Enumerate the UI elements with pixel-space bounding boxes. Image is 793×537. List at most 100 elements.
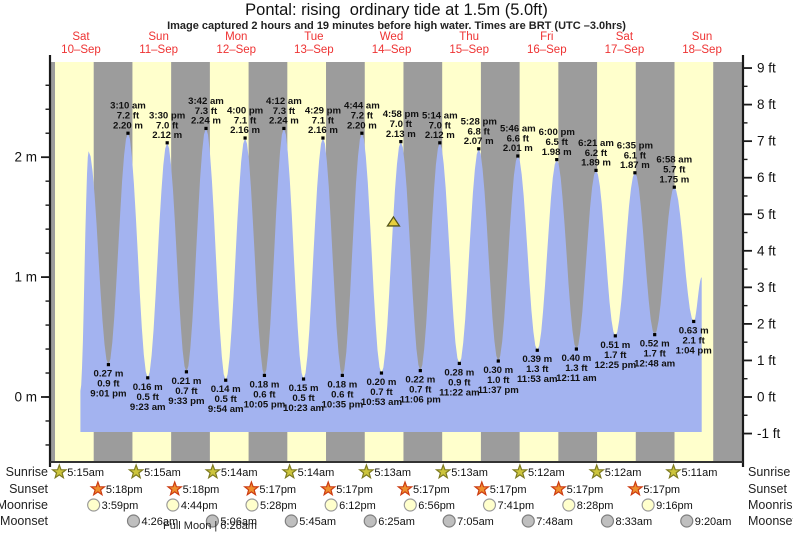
astro-time-label: 5:17pm	[413, 484, 450, 496]
high-tide-annotation: 4:12 am	[266, 96, 302, 107]
moonset-icon	[521, 514, 535, 528]
now-marker-triangle	[386, 215, 401, 227]
high-tide-annotation: 7.0 ft	[390, 119, 413, 130]
high-tide-annotation: 4:29 pm	[305, 106, 341, 117]
high-tide-annotation: 6:35 pm	[617, 140, 653, 151]
high-tide-annotation: 5.7 ft	[663, 165, 686, 176]
low-tide-annotation: 0.30 m	[483, 365, 513, 376]
moonset-icon	[680, 514, 694, 528]
high-tide-annotation: 1.87 m	[620, 160, 650, 171]
high-tide-annotation: 6.2 ft	[585, 148, 608, 159]
tide-extreme-dot	[379, 371, 384, 375]
low-tide-annotation: 0.27 m	[93, 369, 123, 380]
tide-extreme-dot	[399, 140, 403, 144]
astro-time-label: 3:59pm	[102, 500, 139, 512]
low-tide-annotation: 0.21 m	[171, 376, 201, 387]
astro-time-label: 7:05am	[457, 516, 494, 528]
tide-annotations-group: 0.27 m0.9 ft9:01 pm3:10 am7.2 ft2.20 m0.…	[90, 96, 712, 415]
low-tide-annotation: 10:53 am	[361, 397, 402, 408]
high-tide-annotation: 7.2 ft	[117, 111, 140, 122]
astro-time-label: 5:13am	[374, 467, 411, 479]
day-date-label: 12–Sep	[216, 44, 256, 56]
tide-extreme-dot	[457, 361, 461, 366]
low-tide-annotation: 11:06 pm	[400, 395, 441, 406]
astro-row-label-left: Sunset	[9, 482, 48, 496]
tide-extreme-dot	[594, 168, 598, 172]
high-tide-annotation: 5:46 am	[500, 124, 536, 135]
sunset-icon	[89, 480, 107, 497]
astro-row-label-left: Moonrise	[0, 498, 48, 512]
astro-time-label: 5:17pm	[259, 484, 296, 496]
low-tide-annotation: 9:54 am	[208, 404, 244, 415]
tide-extreme-dot	[204, 126, 208, 131]
high-tide-annotation: 6:21 am	[578, 138, 614, 149]
tide-extreme-dot	[535, 348, 539, 352]
low-tide-annotation: 0.9 ft	[97, 379, 120, 390]
high-tide-annotation: 1.75 m	[659, 174, 689, 185]
sunrise-icon	[281, 463, 298, 480]
day-name-label: Mon	[225, 31, 247, 43]
low-tide-annotation: 0.5 ft	[137, 392, 160, 403]
sunset-icon	[319, 480, 337, 497]
high-tide-annotation: 7.3 ft	[273, 106, 296, 117]
low-tide-annotation: 11:22 am	[439, 387, 480, 398]
right-axis-label: 5 ft	[757, 207, 776, 222]
low-tide-annotation: 1.3 ft	[526, 364, 549, 375]
tide-extreme-dot	[301, 377, 306, 381]
right-axis-label: -1 ft	[757, 426, 781, 441]
high-tide-annotation: 2.07 m	[464, 136, 494, 147]
low-tide-annotation: 0.18 m	[327, 379, 357, 390]
astro-row-label-right: Moonrise	[748, 498, 793, 512]
astro-time-label: 6:12pm	[339, 500, 376, 512]
tide-extreme-dot	[321, 136, 325, 140]
sunrise-icon	[588, 463, 606, 480]
astro-time-label: 5:11am	[681, 467, 717, 479]
low-tide-annotation: 12:11 am	[556, 373, 597, 384]
tide-extreme-dot	[106, 363, 111, 367]
moonset-icon	[126, 514, 141, 528]
high-tide-annotation: 5:28 pm	[461, 116, 497, 127]
high-tide-annotation: 3:30 pm	[149, 110, 185, 121]
sunrise-icon	[434, 463, 452, 480]
day-name-label: Wed	[380, 31, 403, 43]
sunrise-icon	[204, 463, 222, 480]
high-tide-annotation: 7.3 ft	[195, 106, 218, 117]
low-tide-annotation: 0.5 ft	[292, 393, 315, 404]
day-date-label: 15–Sep	[449, 44, 489, 56]
chart-subtitle: Image captured 2 hours and 19 minutes be…	[167, 20, 626, 32]
moonrise-icon	[87, 498, 101, 512]
tide-extreme-dot	[653, 333, 657, 337]
astro-time-label: 5:17pm	[336, 484, 373, 496]
day-date-label: 17–Sep	[605, 44, 645, 56]
low-tide-annotation: 11:37 pm	[478, 385, 519, 396]
tide-extreme-dot	[146, 376, 150, 380]
day-date-label: 10–Sep	[61, 44, 101, 56]
low-tide-annotation: 1.3 ft	[565, 363, 588, 374]
high-tide-annotation: 2.24 m	[269, 116, 299, 127]
moonset-icon	[284, 514, 298, 528]
low-tide-annotation: 0.22 m	[405, 375, 435, 386]
chart-title: Pontal: rising ordinary tide at 1.5m (5.…	[245, 1, 548, 19]
day-name-label: Sun	[148, 31, 168, 43]
moonset-icon	[205, 514, 220, 528]
tide-extreme-dot	[477, 147, 481, 151]
astro-time-label: 8:33am	[615, 516, 652, 528]
astro-time-label: 5:18pm	[183, 484, 220, 496]
day-date-label: 13–Sep	[294, 44, 334, 56]
tide-extreme-dot	[418, 369, 422, 373]
low-tide-annotation: 10:05 pm	[244, 399, 286, 410]
astro-time-label: 5:18pm	[106, 484, 143, 496]
low-tide-annotation: 10:35 pm	[322, 399, 364, 410]
high-tide-annotation: 1.98 m	[542, 147, 572, 158]
day-date-label: 16–Sep	[527, 44, 567, 56]
right-axis-label: 1 ft	[757, 353, 776, 368]
tide-extreme-dot	[282, 126, 286, 131]
day-name-label: Sat	[616, 31, 634, 43]
low-tide-annotation: 2.1 ft	[682, 335, 705, 346]
astro-row-label-left: Moonset	[0, 514, 48, 528]
moonset-icon	[363, 514, 377, 528]
sunrise-icon	[665, 463, 682, 480]
moonrise-icon	[562, 498, 576, 512]
astro-time-label: 5:06am	[220, 516, 257, 528]
